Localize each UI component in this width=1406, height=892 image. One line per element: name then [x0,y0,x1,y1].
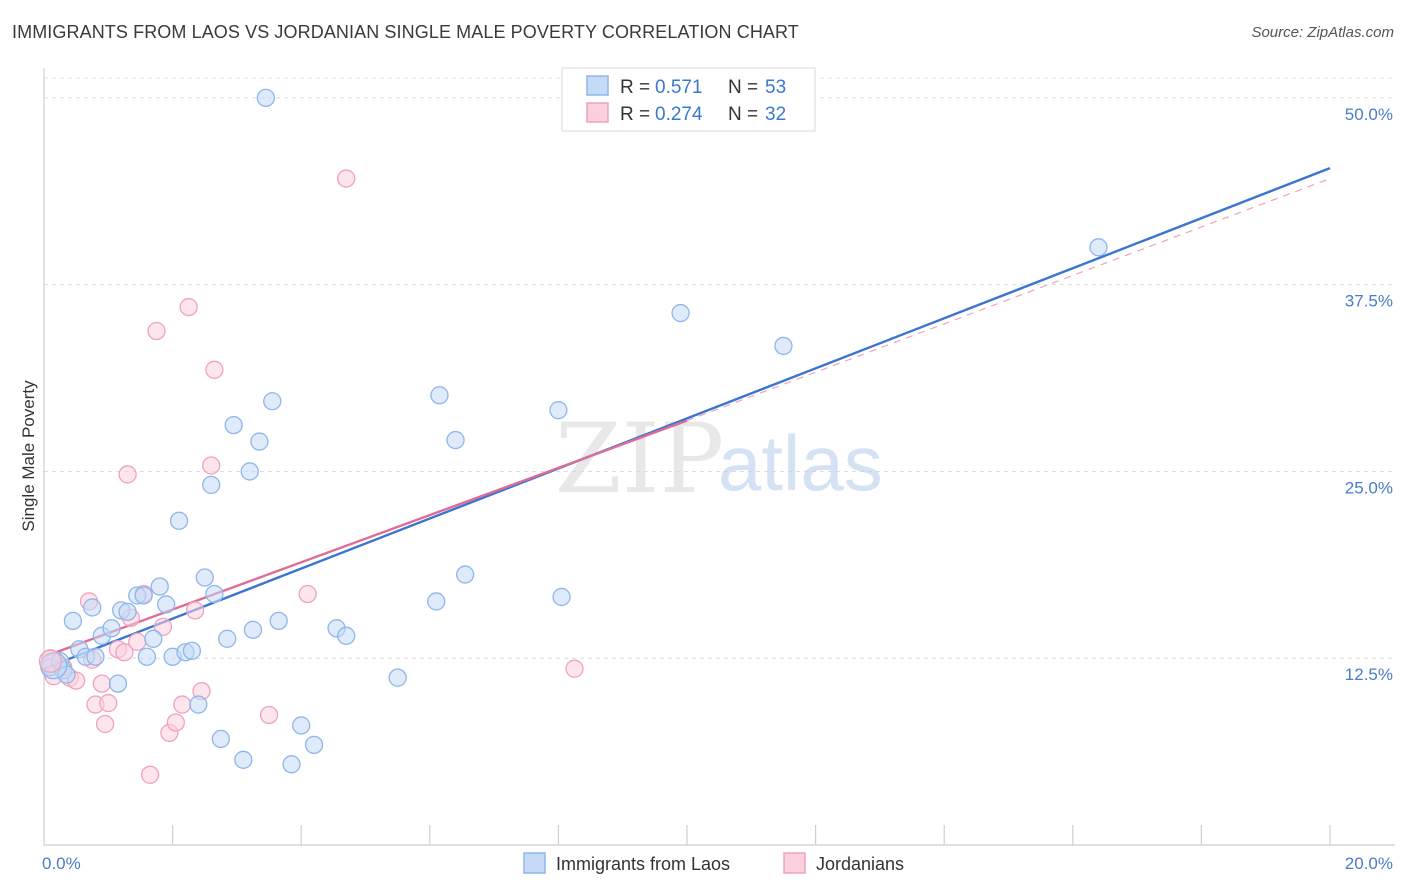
point-jordanians-27 [205,360,224,379]
stats-n-value-laos: 53 [765,77,786,98]
point-jordanians-28 [259,705,279,725]
point-jordanians-31 [565,659,584,678]
point-laos-19 [157,595,176,614]
stats-swatch-jordanians [586,102,609,123]
point-jordanians-29 [298,584,317,604]
point-laos-21 [169,511,189,530]
stats-legend: R = 0.571 N = 53 R = 0.274 N = 32 [561,67,816,132]
point-laos-43 [388,668,407,687]
point-laos-49 [552,587,571,607]
stats-n-label-laos: N = [728,77,758,98]
watermark-atlas: atlas [718,419,883,507]
point-laos-32 [240,462,259,481]
point-jordanians-19 [153,617,173,636]
point-jordanians-30 [337,169,356,188]
point-laos-8 [86,647,105,666]
point-jordanians-21 [166,713,185,732]
trend-line-0 [43,166,1331,670]
point-laos-26 [202,475,221,495]
point-cluster-jordanians [38,649,63,673]
point-laos-52 [1089,238,1108,257]
point-jordanians-17 [140,765,160,784]
point-jordanians-26 [202,456,221,475]
point-laos-7 [83,598,102,617]
trend-lines [43,166,1331,670]
legend-swatch-jordanians [783,852,806,874]
point-laos-37 [269,611,288,631]
point-laos-30 [224,415,243,435]
point-laos-18 [150,577,169,596]
source-label: Source: ZipAtlas.com [1251,24,1394,41]
point-jordanians-23 [179,297,198,317]
point-jordanians-8 [92,674,112,693]
point-laos-34 [250,432,269,451]
x-tick-label-0: 0.0% [42,854,81,873]
legend-swatch-laos [523,852,546,874]
y-tick-label-2: 37.5% [1345,292,1393,311]
point-jordanians-22 [173,695,192,714]
y-tick-label-1: 25.0% [1345,478,1393,497]
point-laos-39 [292,716,311,735]
point-jordanians-15 [128,632,147,651]
point-laos-48 [549,401,568,420]
point-jordanians-18 [147,321,166,341]
point-laos-51 [774,336,793,356]
axes [43,68,1395,846]
point-laos-13 [118,602,137,622]
point-laos-11 [108,674,128,693]
point-laos-23 [182,641,202,660]
point-laos-24 [189,695,208,714]
point-laos-31 [234,750,253,769]
point-jordanians-12 [115,643,134,662]
watermark: ZIP atlas [555,403,883,515]
point-laos-29 [218,629,237,648]
series-legend: Immigrants from Laos Jordanians [523,852,904,874]
trend-extension-1 [686,178,1331,422]
point-laos-38 [282,755,301,774]
point-laos-44 [427,592,446,611]
legend-label-laos: Immigrants from Laos [556,854,730,874]
point-laos-50 [671,303,690,323]
point-laos-17 [144,629,163,648]
x-tick-labels: 0.0% 20.0% [42,854,1393,873]
chart-title: IMMIGRANTS FROM LAOS VS JORDANIAN SINGLE… [12,22,799,42]
point-laos-42 [337,626,356,645]
stats-n-value-jordanians: 32 [765,104,786,125]
point-laos-16 [137,647,157,666]
point-laos-28 [211,729,230,749]
point-laos-15 [134,586,153,605]
y-tick-label-0: 12.5% [1345,665,1393,684]
point-laos-47 [456,565,475,584]
point-laos-10 [102,619,121,638]
point-jordanians-24 [185,601,205,620]
point-laos-35 [256,88,275,108]
point-laos-36 [263,392,282,411]
y-tick-labels: 12.5% 25.0% 37.5% 50.0% [1345,105,1393,684]
point-laos-40 [304,735,324,755]
stats-r-value-jordanians: 0.274 [655,104,703,125]
point-jordanians-9 [95,714,115,734]
x-tick-label-1: 20.0% [1345,854,1393,873]
point-laos-33 [243,620,263,639]
point-jordanians-10 [99,693,118,713]
point-laos-46 [446,430,465,450]
legend-label-jordanians: Jordanians [816,854,904,874]
stats-r-label-jordanians: R = [620,104,650,125]
point-laos-4 [63,611,83,631]
point-jordanians-13 [118,465,137,484]
stats-swatch-laos [586,75,609,96]
grid [44,77,1395,659]
stats-r-label-laos: R = [620,77,650,98]
stats-r-value-laos: 0.571 [655,77,703,98]
point-laos-45 [430,386,449,405]
point-laos-27 [205,584,224,604]
y-axis-label: Single Male Poverty [19,380,38,532]
y-tick-label-3: 50.0% [1345,105,1393,124]
point-laos-25 [195,568,214,587]
data-points [38,88,1108,784]
stats-n-label-jordanians: N = [728,104,758,125]
trend-line-1 [43,419,688,658]
